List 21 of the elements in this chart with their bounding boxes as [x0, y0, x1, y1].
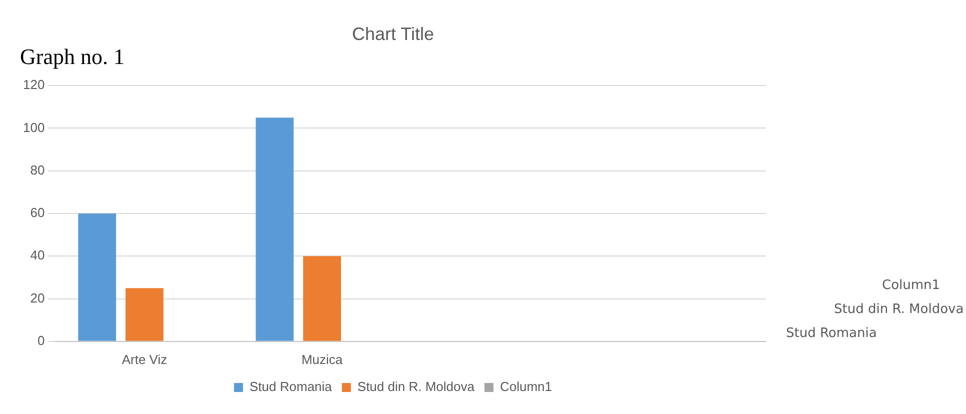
x-tick-label: Arte Viz [122, 352, 168, 367]
text: Stud din R. Moldova [834, 302, 964, 317]
legend-label: Stud Romania [250, 379, 333, 394]
text: Graph no. 1 [20, 44, 124, 70]
y-tick-label: 60 [30, 205, 45, 220]
text: Stud Romania [786, 326, 877, 341]
bar [303, 256, 341, 341]
bar [256, 118, 294, 341]
bar [126, 288, 164, 341]
x-tick-label: Muzica [301, 352, 344, 367]
bar [78, 214, 116, 341]
y-tick-label: 100 [22, 120, 45, 135]
legend-label: Column1 [500, 379, 552, 394]
y-tick-label: 20 [30, 290, 45, 306]
legend-label: Stud din R. Moldova [357, 379, 476, 394]
y-tick-label: 120 [22, 77, 45, 92]
y-tick-label: 80 [30, 162, 45, 178]
y-tick-label: 0 [37, 332, 45, 348]
text: Column1 [882, 278, 940, 293]
chart-title: Chart Title [352, 24, 434, 44]
y-tick-label: 40 [30, 248, 45, 263]
